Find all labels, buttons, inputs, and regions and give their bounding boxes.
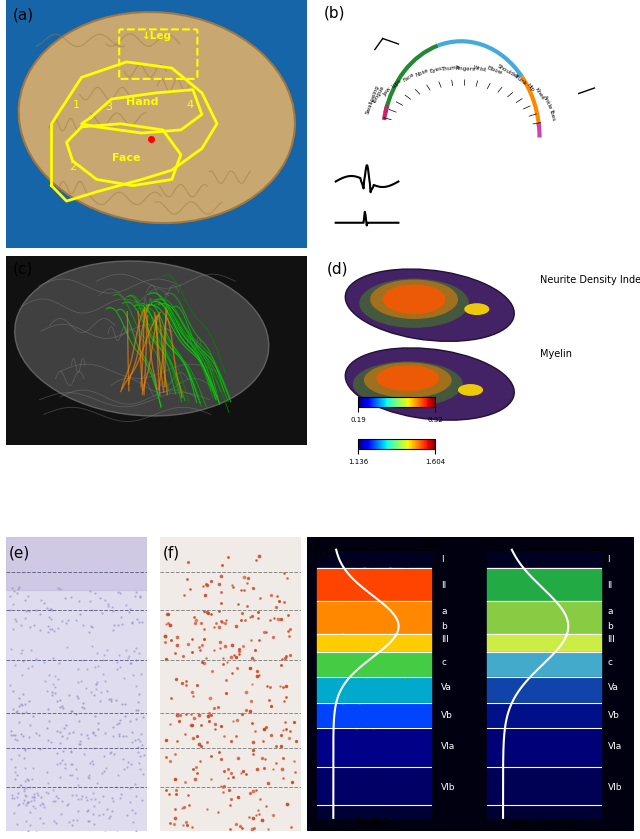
Text: GABA$_A$: GABA$_A$: [353, 816, 396, 831]
Text: 4: 4: [187, 101, 194, 110]
Text: Shoulder: Shoulder: [496, 64, 520, 81]
Bar: [487, 767, 601, 805]
Text: a: a: [607, 607, 613, 616]
Text: VIa: VIa: [441, 742, 455, 751]
Text: ↓Leg: ↓Leg: [142, 30, 172, 40]
Text: c: c: [607, 658, 612, 666]
Ellipse shape: [383, 284, 445, 314]
Ellipse shape: [370, 279, 458, 319]
Text: (c): (c): [12, 262, 33, 277]
Text: Elbow: Elbow: [486, 65, 503, 76]
Text: III: III: [441, 634, 449, 644]
Bar: [317, 652, 431, 677]
Bar: [487, 652, 601, 677]
Text: Myelin: Myelin: [540, 350, 572, 359]
Text: Lips: Lips: [392, 78, 403, 89]
Bar: [317, 677, 431, 703]
Text: I: I: [607, 555, 610, 565]
Bar: [317, 703, 431, 728]
Text: Hand: Hand: [125, 97, 158, 107]
Text: Eyes: Eyes: [429, 65, 443, 74]
Bar: [487, 634, 601, 652]
Text: Ankle: Ankle: [541, 95, 552, 111]
Text: VIb: VIb: [441, 783, 456, 792]
Text: Face: Face: [403, 71, 415, 82]
Bar: [317, 634, 431, 652]
Text: 0: 0: [484, 540, 490, 549]
Text: (d): (d): [326, 262, 348, 277]
Text: Jaw: Jaw: [382, 86, 392, 96]
Ellipse shape: [364, 362, 452, 398]
Text: 0: 0: [314, 540, 319, 549]
Ellipse shape: [15, 261, 269, 416]
Text: VIa: VIa: [607, 742, 621, 751]
Text: c: c: [441, 658, 446, 666]
Bar: [317, 767, 431, 805]
Text: III: III: [607, 634, 616, 644]
Text: Vb: Vb: [607, 711, 620, 720]
Bar: [317, 728, 431, 767]
Text: Thumb: Thumb: [440, 65, 460, 72]
Text: mGluR2/3: mGluR2/3: [513, 818, 575, 831]
Text: Toes: Toes: [548, 107, 556, 121]
Ellipse shape: [345, 348, 515, 420]
Text: Fingers: Fingers: [455, 65, 475, 71]
Bar: [487, 550, 601, 568]
Bar: [487, 677, 601, 703]
Text: Trunk: Trunk: [513, 73, 527, 86]
Bar: [487, 601, 601, 634]
Text: Swallowing: Swallowing: [365, 84, 380, 115]
Text: Va: Va: [607, 683, 618, 692]
Text: I: I: [441, 555, 444, 565]
Bar: [487, 805, 601, 818]
Text: 3500: 3500: [590, 540, 612, 549]
Text: 2: 2: [70, 162, 77, 172]
Bar: [487, 703, 601, 728]
Text: Nose: Nose: [415, 67, 429, 77]
Ellipse shape: [464, 303, 490, 315]
Text: Vb: Vb: [441, 711, 453, 720]
Text: (b): (b): [324, 6, 346, 20]
Text: Hip: Hip: [526, 83, 536, 93]
Text: 3: 3: [106, 102, 113, 112]
Text: Knee: Knee: [534, 87, 546, 102]
Text: (a): (a): [12, 8, 33, 23]
Text: Wrist: Wrist: [472, 65, 487, 73]
Text: 2500: 2500: [420, 540, 442, 549]
Ellipse shape: [345, 269, 515, 341]
Bar: [317, 568, 431, 601]
Ellipse shape: [458, 384, 483, 396]
Ellipse shape: [359, 279, 469, 328]
Bar: [317, 601, 431, 634]
Bar: [487, 568, 601, 601]
Text: (e): (e): [9, 546, 31, 560]
Text: a: a: [441, 607, 447, 616]
Ellipse shape: [19, 12, 295, 223]
Ellipse shape: [353, 362, 463, 407]
Text: Va: Va: [441, 683, 452, 692]
Text: II: II: [441, 581, 446, 590]
Text: Tongue: Tongue: [372, 86, 386, 106]
Text: Face: Face: [113, 153, 141, 163]
Ellipse shape: [376, 365, 439, 391]
Text: II: II: [607, 581, 612, 590]
Text: b: b: [607, 622, 613, 631]
Text: 1: 1: [72, 101, 79, 110]
Text: (f): (f): [163, 546, 180, 560]
Bar: [317, 805, 431, 818]
Bar: [487, 728, 601, 767]
Text: Neurite Density Index: Neurite Density Index: [540, 274, 640, 284]
Text: (g): (g): [314, 546, 335, 560]
Text: b: b: [441, 622, 447, 631]
Bar: [6, 537, 147, 590]
Bar: [317, 550, 431, 568]
Text: VIb: VIb: [607, 783, 622, 792]
